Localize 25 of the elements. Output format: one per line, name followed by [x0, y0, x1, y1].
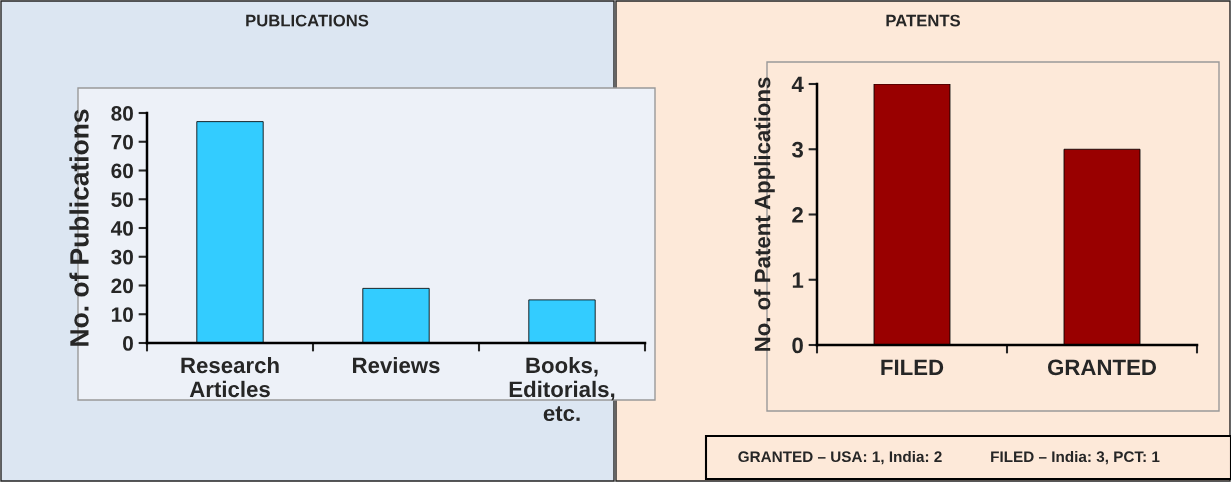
y-tick-label: 1 [792, 272, 804, 288]
y-axis-title: No. of Patent Applications [754, 77, 775, 351]
x-tick-label: Books, Editorials, etc. [509, 356, 615, 422]
y-tick-label: 10 [111, 307, 133, 322]
y-tick-label: 50 [111, 192, 133, 207]
y-axis-title: No. of Publications [69, 109, 89, 346]
y-tick-label: 30 [111, 249, 133, 265]
text: GRANTED – USA: 1, India: 2 [738, 450, 942, 465]
x-tick-label: FILED [881, 359, 944, 375]
x-tick-label: GRANTED [1047, 359, 1156, 376]
x-tick-label: Reviews [353, 356, 440, 374]
y-tick-label: 3 [791, 141, 803, 158]
y-tick-label: 20 [111, 278, 133, 294]
y-tick-label: 70 [111, 134, 133, 150]
y-tick-label: 0 [123, 336, 133, 351]
y-tick-label: 4 [791, 76, 804, 93]
y-tick-label: 80 [111, 106, 133, 121]
chart-title: PUBLICATIONS [246, 14, 369, 27]
text: FILED – India: 3, PCT: 1 [991, 450, 1160, 465]
y-tick-label: 0 [792, 337, 803, 354]
chart-title: PATENTS [886, 14, 961, 27]
y-tick-label: 2 [792, 207, 803, 223]
y-tick-label: 40 [110, 221, 133, 236]
y-tick-label: 60 [111, 163, 133, 179]
x-tick-label: Research Articles [181, 356, 279, 398]
